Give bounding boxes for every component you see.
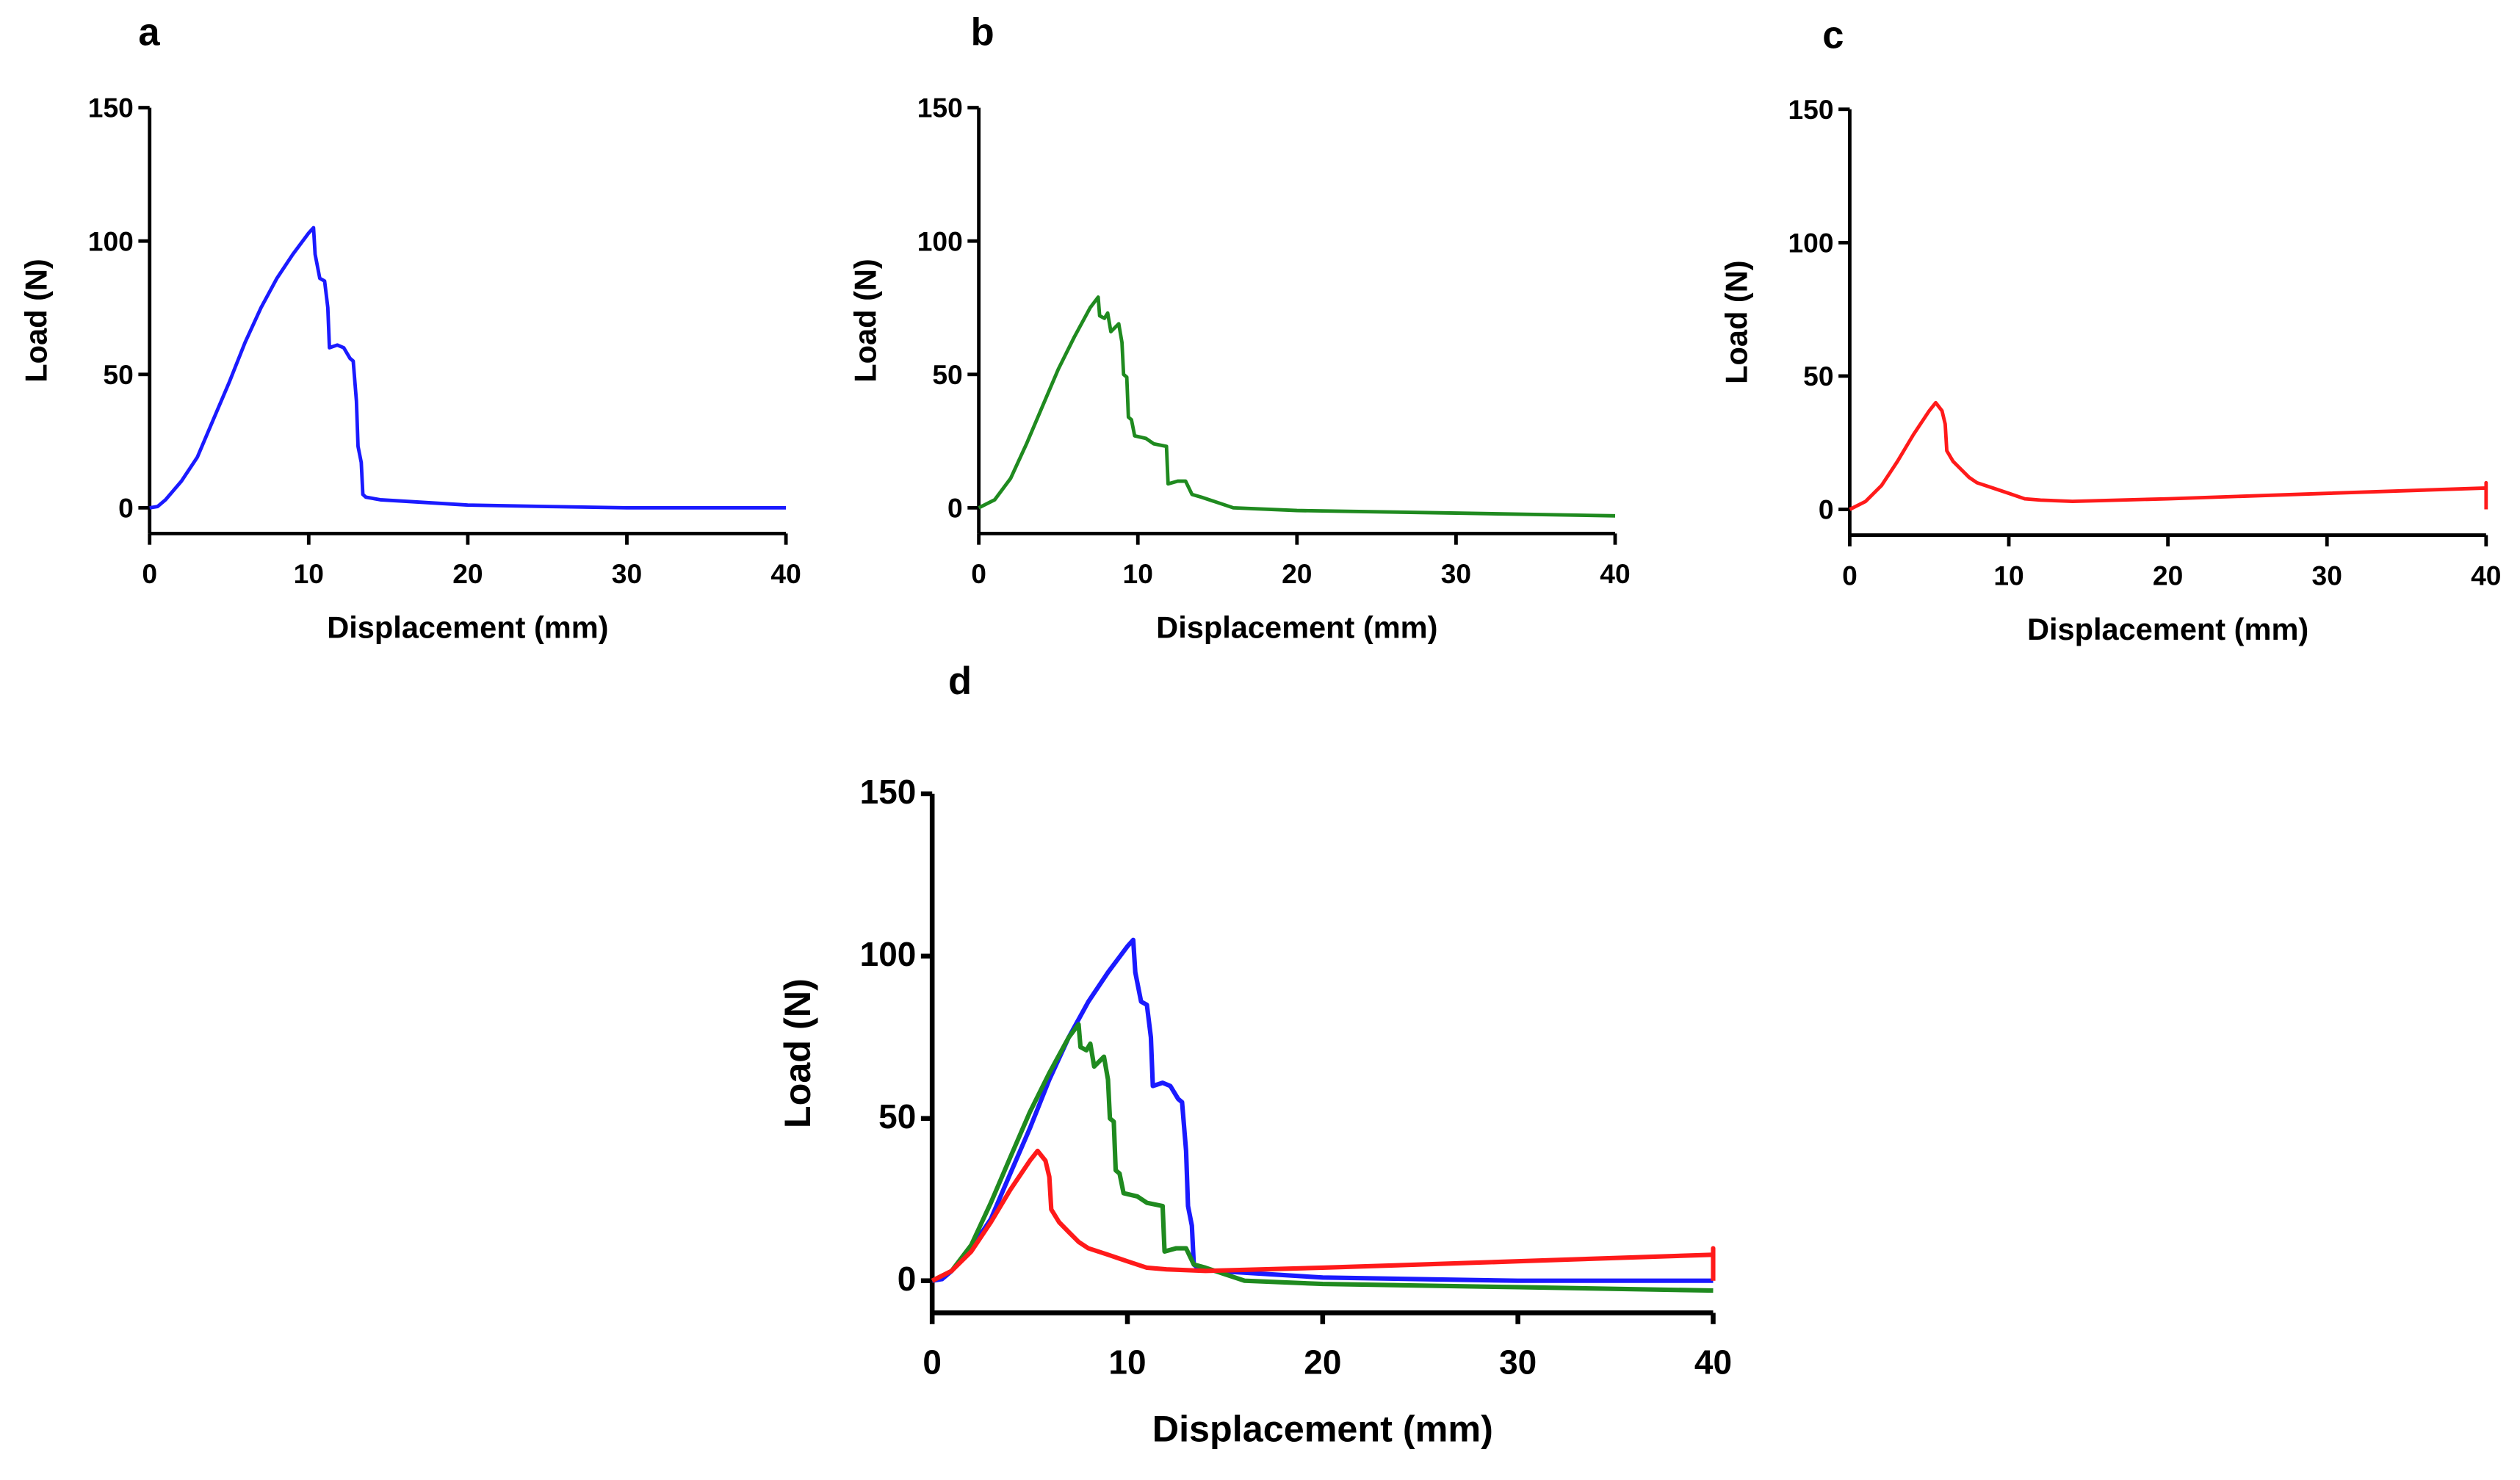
- panel-b: b 0 50 100 150 0 10 20 30 40 Displacement (mm) Load…: [848, 10, 1631, 644]
- panel-letter: d: [948, 660, 972, 703]
- x-tick-label: 30: [2312, 560, 2342, 591]
- x-tick-label: 40: [770, 558, 801, 589]
- panel-c: c 0 50 100 150 0 10 20 30 40 Displacement (mm) Load…: [1719, 14, 2501, 646]
- y-tick-label: 50: [1803, 361, 1833, 391]
- y-tick-label: 100: [1788, 227, 1834, 258]
- y-axis-label: Load (N): [848, 259, 883, 382]
- x-tick-label: 0: [923, 1343, 942, 1382]
- y-tick-label: 150: [1788, 94, 1834, 125]
- y-tick-label: 0: [947, 492, 963, 523]
- x-tick-label: 20: [1304, 1343, 1341, 1382]
- x-tick-label: 10: [1123, 558, 1153, 589]
- panel-letter: c: [1822, 14, 1844, 57]
- x-tick-label: 20: [2153, 560, 2183, 591]
- series-line-red: [931, 1148, 1716, 1283]
- panel-d: d 0 50 100 150 0 10 20 30 40 Displacement (mm) Load…: [776, 660, 1732, 1449]
- x-tick-label: 20: [452, 558, 483, 589]
- y-tick-label: 0: [118, 492, 134, 523]
- y-tick-label: 0: [1819, 494, 1834, 525]
- y-tick-label: 100: [860, 935, 917, 973]
- x-tick-label: 30: [612, 558, 642, 589]
- y-tick-label: 100: [917, 225, 963, 256]
- x-tick-label: 40: [1694, 1343, 1732, 1382]
- x-tick-label: 0: [142, 558, 157, 589]
- panel-a: a 0 50 100 150 0 10 20 30 40 Displacement (mm) Load…: [19, 10, 801, 644]
- series-line-green: [931, 1022, 1714, 1293]
- y-axis-label: Load (N): [1719, 260, 1753, 383]
- y-tick-label: 150: [860, 773, 917, 811]
- x-tick-label: 0: [971, 558, 986, 589]
- y-tick-label: 50: [878, 1097, 916, 1136]
- x-tick-label: 30: [1499, 1343, 1537, 1382]
- series-line-green: [978, 295, 1616, 518]
- y-tick-label: 50: [103, 359, 133, 390]
- y-tick-label: 50: [932, 359, 962, 390]
- y-tick-label: 150: [917, 93, 963, 123]
- x-tick-label: 40: [2471, 560, 2501, 591]
- y-axis-label: Load (N): [19, 259, 54, 382]
- x-axis-label: Displacement (mm): [1152, 1407, 1493, 1449]
- y-tick-label: 100: [88, 225, 134, 256]
- x-tick-label: 30: [1441, 558, 1471, 589]
- y-tick-label: 0: [898, 1260, 917, 1298]
- x-tick-label: 20: [1282, 558, 1312, 589]
- series-line-blue: [931, 937, 1714, 1283]
- series-line-red: [1849, 400, 2488, 511]
- panel-letter: b: [971, 10, 994, 54]
- y-axis-label: Load (N): [776, 978, 818, 1128]
- x-tick-label: 10: [1993, 560, 2023, 591]
- y-tick-label: 150: [88, 93, 134, 123]
- panel-letter: a: [138, 10, 160, 54]
- x-tick-label: 0: [1842, 560, 1857, 591]
- x-axis-label: Displacement (mm): [327, 610, 608, 645]
- x-tick-label: 10: [294, 558, 324, 589]
- x-axis-label: Displacement (mm): [2027, 612, 2308, 646]
- x-tick-label: 10: [1108, 1343, 1146, 1382]
- series-line-blue: [149, 225, 787, 510]
- x-axis-label: Displacement (mm): [1156, 610, 1437, 645]
- x-tick-label: 40: [1600, 558, 1630, 589]
